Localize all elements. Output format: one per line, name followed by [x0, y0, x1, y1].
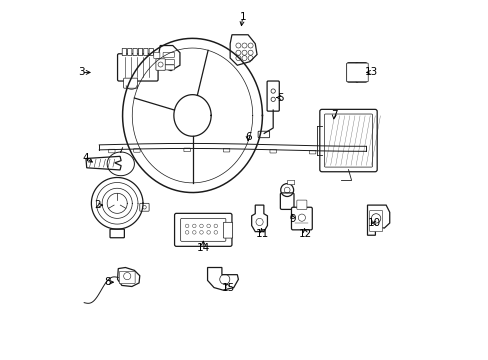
Text: 5: 5 — [277, 93, 283, 103]
FancyBboxPatch shape — [369, 211, 382, 231]
FancyBboxPatch shape — [223, 222, 232, 238]
Text: 10: 10 — [367, 218, 380, 228]
FancyBboxPatch shape — [153, 52, 160, 58]
FancyBboxPatch shape — [123, 78, 137, 88]
FancyBboxPatch shape — [119, 271, 135, 284]
FancyBboxPatch shape — [287, 180, 294, 185]
FancyBboxPatch shape — [346, 63, 367, 82]
FancyBboxPatch shape — [108, 149, 115, 153]
FancyBboxPatch shape — [143, 48, 148, 55]
FancyBboxPatch shape — [138, 48, 142, 55]
FancyBboxPatch shape — [324, 114, 372, 167]
FancyBboxPatch shape — [319, 109, 376, 172]
FancyBboxPatch shape — [174, 213, 231, 246]
FancyBboxPatch shape — [355, 63, 366, 82]
FancyBboxPatch shape — [180, 219, 225, 241]
Text: 14: 14 — [196, 243, 209, 253]
Text: 11: 11 — [255, 229, 268, 239]
Text: 1: 1 — [239, 12, 245, 22]
FancyBboxPatch shape — [266, 81, 279, 111]
FancyBboxPatch shape — [140, 203, 149, 211]
FancyBboxPatch shape — [341, 151, 347, 154]
Text: 8: 8 — [104, 277, 111, 287]
Text: 15: 15 — [221, 283, 235, 293]
FancyBboxPatch shape — [149, 48, 153, 55]
Text: 7: 7 — [330, 111, 337, 121]
FancyBboxPatch shape — [346, 63, 358, 82]
FancyBboxPatch shape — [280, 193, 293, 210]
FancyBboxPatch shape — [117, 54, 158, 81]
Text: 4: 4 — [82, 153, 89, 163]
Text: 13: 13 — [365, 67, 378, 77]
FancyBboxPatch shape — [163, 65, 174, 70]
Text: 6: 6 — [244, 132, 251, 142]
Text: 12: 12 — [298, 229, 311, 239]
FancyBboxPatch shape — [309, 150, 315, 154]
FancyBboxPatch shape — [163, 59, 174, 64]
Text: 3: 3 — [78, 67, 84, 77]
FancyBboxPatch shape — [223, 148, 229, 152]
FancyBboxPatch shape — [163, 52, 174, 57]
FancyBboxPatch shape — [183, 148, 190, 152]
FancyBboxPatch shape — [110, 229, 124, 238]
FancyBboxPatch shape — [133, 48, 137, 55]
Text: 9: 9 — [289, 215, 296, 224]
FancyBboxPatch shape — [258, 131, 269, 138]
FancyBboxPatch shape — [122, 48, 126, 55]
FancyBboxPatch shape — [291, 207, 312, 230]
FancyBboxPatch shape — [269, 149, 276, 153]
Text: 2: 2 — [94, 200, 101, 210]
FancyBboxPatch shape — [127, 48, 132, 55]
FancyBboxPatch shape — [296, 200, 306, 210]
FancyBboxPatch shape — [133, 149, 140, 152]
FancyBboxPatch shape — [156, 59, 165, 70]
